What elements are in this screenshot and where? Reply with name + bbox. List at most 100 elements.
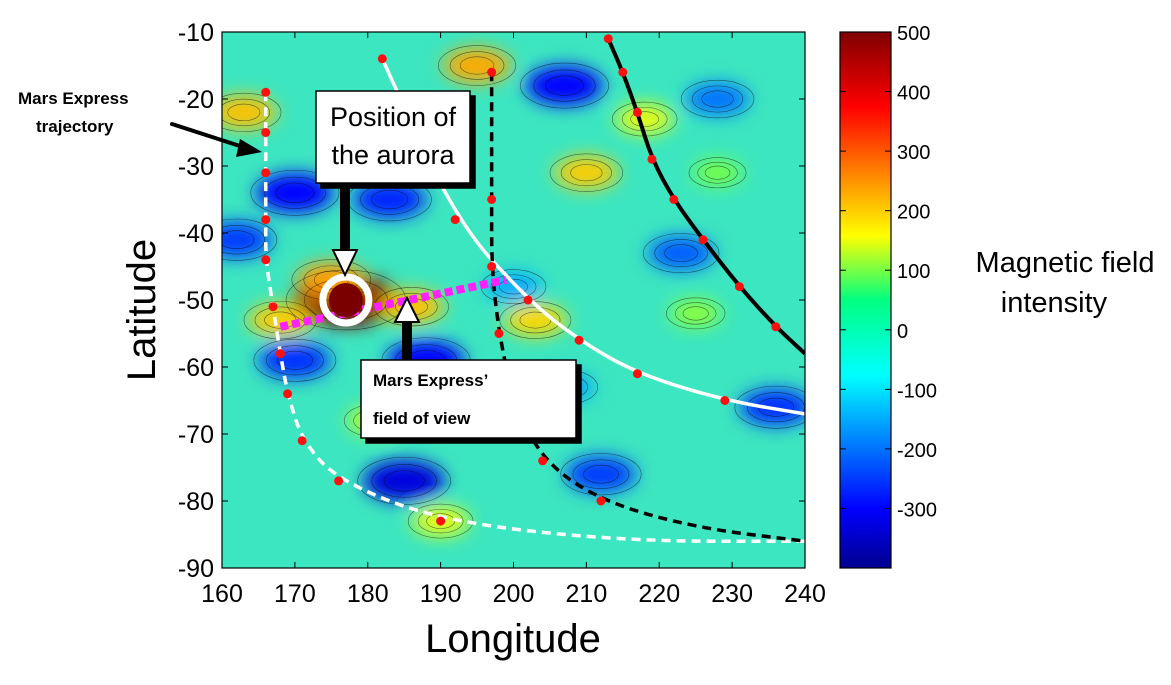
x-tick-label: 200: [493, 580, 535, 608]
contour-line: [360, 184, 420, 215]
aurora-callout-box: [315, 90, 471, 184]
colorbar-tick-label: -200: [897, 440, 937, 462]
annotations: Mars Express trajectory Position of the …: [18, 89, 577, 439]
trajectory-point: [720, 396, 730, 405]
trajectory-point: [538, 456, 548, 466]
contour-line: [666, 297, 726, 330]
contour-line: [520, 62, 609, 109]
contour-line: [222, 225, 265, 255]
y-tick-label: -40: [178, 220, 214, 248]
contour-line: [533, 69, 596, 102]
colorbar-tick-label: 500: [897, 23, 930, 45]
contour-line: [459, 56, 495, 75]
trajectory-point: [261, 128, 271, 137]
heat-blob: [740, 388, 805, 426]
contour-line: [222, 98, 270, 127]
contour-line: [499, 278, 528, 295]
heat-blob: [648, 236, 715, 271]
contour-line: [664, 244, 698, 262]
heat-blob: [485, 271, 542, 302]
y-tick-label: -70: [178, 421, 214, 449]
colorbar-label-line2: intensity: [1001, 287, 1108, 319]
contour-line: [688, 157, 747, 189]
trajectory-point: [771, 322, 781, 332]
heat-blob: [256, 173, 334, 213]
trajectory-line: [380, 58, 805, 416]
heat-blob: [443, 48, 511, 83]
x-tick-label: 230: [711, 580, 753, 608]
trajectory-point: [487, 195, 497, 204]
plot-area: [221, 31, 806, 569]
contour-line: [570, 164, 603, 182]
trajectory-point: [261, 87, 271, 97]
aurora-pointer-arrow: [331, 183, 359, 278]
contour-line: [630, 111, 660, 127]
contour-line: [371, 189, 409, 210]
x-tick-label: 180: [347, 580, 389, 608]
y-tick-label: -90: [178, 555, 214, 583]
colorbar-tick-label: 300: [897, 142, 930, 164]
trajectory-point: [261, 255, 271, 265]
trajectory-point: [523, 295, 533, 305]
heat-blob: [670, 299, 722, 327]
contour-line: [734, 385, 805, 429]
heat-blob: [685, 82, 750, 116]
contour-line: [266, 345, 324, 376]
x-tick-label: 240: [784, 580, 826, 608]
fov-callout-box: [360, 359, 577, 439]
trajectory-point: [669, 195, 679, 204]
heat-blob: [692, 159, 743, 186]
contour-line: [654, 239, 708, 268]
contour-line: [253, 338, 337, 382]
aurora-spot: [328, 283, 363, 317]
contour-line: [545, 75, 585, 96]
y-tick-label: -80: [178, 488, 214, 516]
trajectory-point: [297, 436, 307, 446]
trajectory-point: [261, 168, 271, 178]
heat-blob: [353, 180, 426, 219]
heat-blob: [526, 66, 603, 106]
trajectory-annotation-line1: Mars Express: [18, 89, 129, 108]
x-tick-label: 190: [420, 580, 462, 608]
trajectory-point: [450, 215, 460, 225]
contour-line: [583, 464, 619, 484]
x-tick-label: 160: [201, 580, 243, 608]
y-tick-label: -60: [178, 354, 214, 382]
contour-line: [680, 79, 755, 119]
colorbar-label-line1: Magnetic field: [976, 247, 1155, 279]
y-axis-label: Latitude: [120, 239, 164, 381]
colorbar: 500 400 300 200 100 0 -100 -200 -300 Magnetic fi…: [839, 23, 1155, 569]
contour-line: [499, 301, 572, 339]
trajectory-point: [574, 335, 584, 345]
contour-line: [227, 103, 261, 122]
trajectory-point: [377, 54, 387, 64]
trajectory-point: [603, 34, 613, 44]
trajectory-point: [268, 302, 278, 312]
contour-line: [682, 306, 709, 321]
contour-line: [275, 182, 315, 203]
contour-line: [417, 508, 464, 534]
contour-line: [438, 45, 517, 86]
trajectory-point: [647, 154, 657, 164]
contour-line: [510, 306, 561, 334]
y-tick-label: -20: [178, 86, 214, 114]
contour-line: [697, 161, 738, 184]
trajectory-point: [494, 329, 504, 338]
aurora-callout: Position of the aurora: [315, 90, 471, 278]
trajectory-layer: [261, 34, 805, 543]
trajectory-point: [261, 215, 271, 225]
trajectory-annotation-line2: trajectory: [36, 117, 114, 136]
contour-line: [747, 392, 805, 423]
contour-line: [560, 159, 612, 187]
contour-line: [704, 165, 731, 180]
aurora-callout-line2: the aurora: [331, 140, 455, 170]
heat-blob: [259, 341, 331, 379]
colorbar-tick-label: -100: [897, 380, 937, 402]
contour-line: [250, 169, 340, 216]
aurora-callout-line1: Position of: [330, 102, 457, 132]
colorbar-tick-label: 200: [897, 202, 930, 224]
axes: 160 170 180 190 200 210 220 230 240 -10 -20 -30 -40 -…: [178, 19, 826, 608]
colorbar-tick-label: 0: [897, 321, 908, 343]
heat-blob: [504, 304, 567, 337]
contour-line: [449, 51, 505, 80]
